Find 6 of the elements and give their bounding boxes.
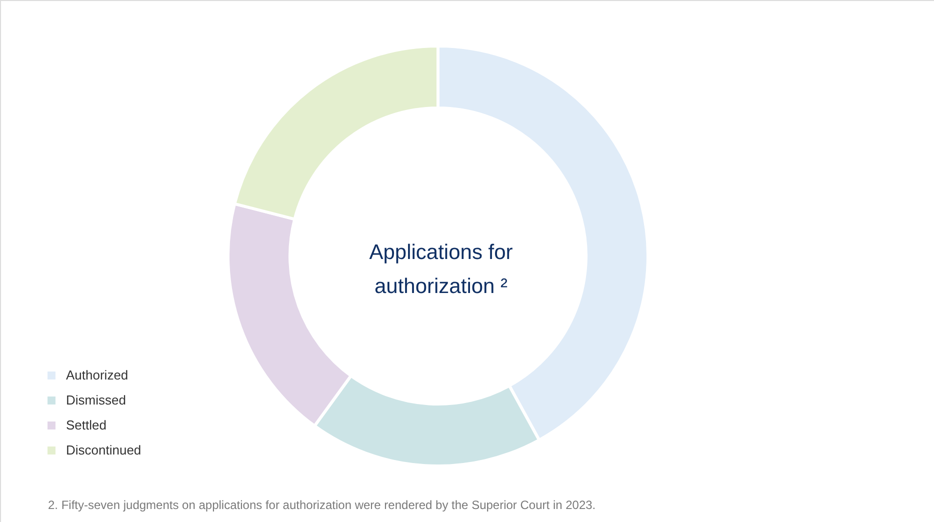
- text: 2. Fifty-seven judgments on applications for authorization were rendered by the Superior Court in 2023.: [48, 498, 596, 512]
- text: Applications for authorization ²: [369, 241, 513, 298]
- legend-label: Authorized: [66, 368, 128, 382]
- legend-label: Dismissed: [66, 392, 126, 408]
- legend-label: Discontinued: [66, 442, 142, 458]
- legend-label: Settled: [66, 418, 106, 432]
